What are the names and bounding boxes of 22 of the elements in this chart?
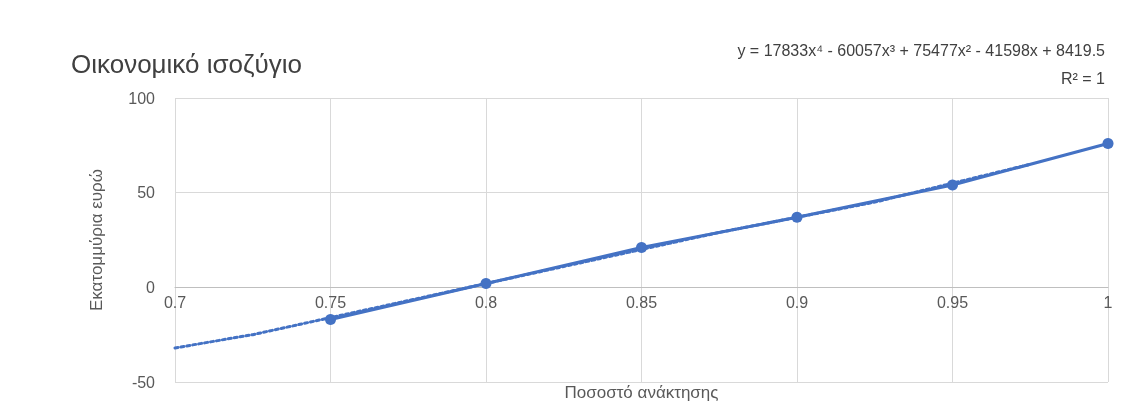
point — [1102, 137, 1114, 149]
x-tick-label: 0.95 — [936, 293, 969, 311]
point — [636, 242, 647, 254]
x-tick-label: 1 — [1103, 293, 1113, 311]
point — [325, 314, 336, 326]
x-tick-label: 0.75 — [314, 293, 347, 311]
y-tick-label: -50 — [131, 373, 156, 391]
point — [480, 278, 492, 290]
y-tick-label: 50 — [137, 184, 156, 202]
point — [947, 179, 958, 191]
y-axis-title: Εκατομμύρια ευρώ — [87, 168, 106, 312]
x-tick-label: 0.8 — [474, 293, 498, 311]
point — [791, 211, 803, 223]
x-tick-label: 0.9 — [785, 293, 809, 311]
x-tick-label: 0.7 — [163, 293, 187, 311]
x-tick-label: 0.85 — [625, 293, 658, 311]
text: y = 17833x⁴ - 60057x³ + 75477x² - 41598x + 8419.5 — [737, 41, 1106, 59]
text: R² = 1 — [1060, 69, 1106, 87]
chart-title: Οικονομικό ισοζύγιο — [71, 49, 302, 79]
y-tick-label: 0 — [146, 278, 156, 296]
y-tick-label: 100 — [128, 89, 156, 107]
x-axis-title: Ποσοστό ανάκτησης — [564, 383, 719, 402]
